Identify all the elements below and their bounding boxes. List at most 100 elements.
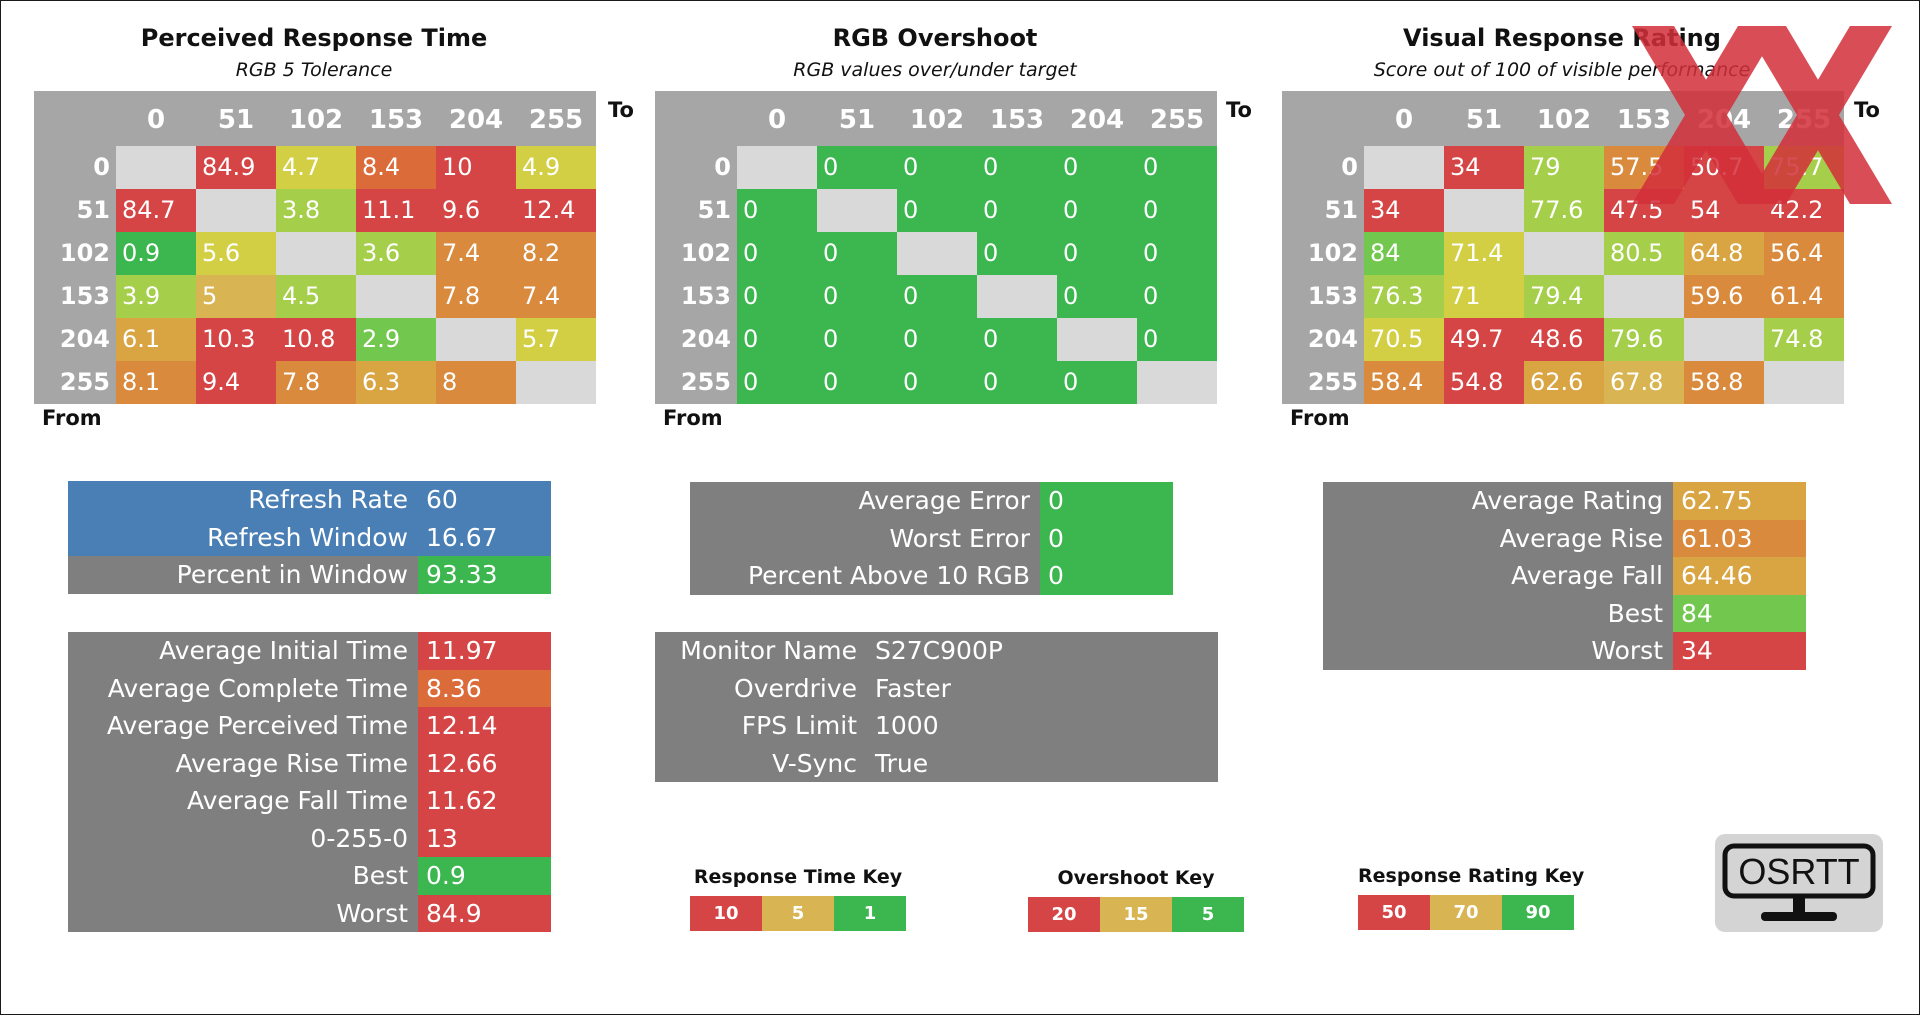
stat-value: 11.97: [418, 632, 551, 670]
key-swatch: 10: [690, 896, 762, 931]
stat-value: 0: [1040, 557, 1173, 595]
heatmap-diagonal-cell: [1057, 318, 1137, 361]
stat-value: 11.62: [418, 782, 551, 820]
heatmap-diagonal-cell: [356, 275, 436, 318]
stat-value: 1000: [875, 711, 939, 740]
stat-label: Average Perceived Time: [106, 711, 408, 740]
stat-row: Average Fall Time 11.62: [68, 782, 551, 820]
monitor-info-panel: Monitor Name S27C900P Overdrive Faster FPS L…: [655, 632, 1218, 782]
stat-value: 8.36: [418, 669, 551, 707]
stat-label: Best: [352, 861, 408, 890]
row-header: 102: [680, 239, 731, 267]
overshoot-key: 20 15 5: [1028, 897, 1244, 932]
response-times-panel: Average Initial Time 11.97 Average Complet…: [68, 632, 551, 932]
stat-value: 0: [1040, 519, 1173, 557]
stat-row: Best 84: [1323, 594, 1806, 632]
heatmap-diagonal-cell: [1524, 232, 1604, 275]
row-header: 204: [680, 325, 731, 353]
stat-row: Worst Error 0: [690, 519, 1173, 557]
heatmap-cell: 0: [977, 361, 1057, 404]
response-rating-key: 50 70 90: [1358, 895, 1574, 930]
overshoot-key-title: Overshoot Key: [1057, 867, 1215, 889]
heatmap-cell: 34: [1364, 189, 1444, 232]
stat-label: Percent in Window: [176, 560, 408, 589]
stat-label: Average Rating: [1471, 486, 1663, 515]
heatmap-cell: 0: [817, 361, 897, 404]
heatmap-2-from-label: From: [663, 406, 723, 430]
key-swatch: 20: [1028, 897, 1100, 932]
stat-row: Average Initial Time 11.97: [68, 632, 551, 670]
heatmap-cell: 8.4: [356, 146, 436, 189]
key-swatch: 50: [1358, 895, 1430, 930]
stat-label: Best: [1607, 598, 1663, 628]
heatmap-cell: 0: [737, 232, 817, 275]
key-swatch: 90: [1502, 895, 1574, 930]
heatmap-diagonal-cell: [516, 361, 596, 404]
heatmap-cell: 8: [436, 361, 516, 404]
stat-label: Average Error: [858, 486, 1030, 515]
stat-label: Worst: [336, 898, 408, 928]
heatmap-diagonal-cell: [1444, 189, 1524, 232]
stat-value: 0: [1040, 482, 1173, 520]
heatmap-cell: 76.3: [1364, 275, 1444, 318]
row-header: 153: [680, 282, 731, 310]
response-time-key-title: Response Time Key: [693, 866, 903, 888]
heatmap-cell: 71.4: [1444, 232, 1524, 275]
row-header: 0: [1341, 153, 1358, 181]
heatmap-cell: 70.5: [1364, 318, 1444, 361]
stat-label: Worst: [1591, 636, 1663, 665]
heatmap-2-grid: 0 51 102 153 204 255 0 0 0 0 0 0 51 0 0 0 0 0 102 0 0 0 0 0 153 0…: [655, 91, 1217, 404]
heatmap-cell: 0: [977, 318, 1057, 361]
heatmap-cell: 67.8: [1604, 361, 1684, 404]
row-header: 153: [1307, 282, 1358, 310]
row-header: 51: [697, 196, 731, 224]
stat-value: 13: [418, 819, 551, 857]
heatmap-cell: 84.7: [116, 189, 196, 232]
stat-row: Average Rise 61.03: [1323, 519, 1806, 557]
heatmap-cell: 0: [817, 275, 897, 318]
stat-value: True: [875, 748, 929, 778]
heatmap-1-subtitle: RGB 5 Tolerance: [235, 59, 393, 81]
heatmap-cell: 0: [1137, 318, 1217, 361]
heatmap-cell: 0: [1137, 189, 1217, 232]
heatmap-cell: 6.1: [116, 318, 196, 361]
stat-row: Overdrive Faster: [655, 670, 1218, 708]
column-header: 255: [1149, 105, 1205, 135]
heatmap-cell: 0: [1057, 146, 1137, 189]
column-header: 255: [528, 105, 584, 135]
heatmap-3-to-label: To: [1854, 98, 1880, 122]
heatmap-cell: 58.8: [1684, 361, 1764, 404]
stat-value: 12.14: [418, 707, 551, 745]
heatmap-cell: 0: [897, 318, 977, 361]
heatmap-corner: [655, 91, 737, 146]
osrtt-logo: OSRTT: [1715, 834, 1883, 932]
heatmap-cell: 3.9: [116, 275, 196, 318]
stat-label: V-Sync: [772, 748, 857, 778]
key-swatch: 70: [1430, 895, 1502, 930]
heatmap-corner: [34, 91, 116, 146]
overshoot-stats-panel: Average Error 0 Worst Error 0 Percent Above …: [690, 482, 1173, 595]
stat-value: 60: [418, 481, 551, 519]
heatmap-cell: 61.4: [1764, 275, 1844, 318]
stat-value: 62.75: [1673, 482, 1806, 520]
heatmap-diagonal-cell: [1684, 318, 1764, 361]
heatmap-diagonal-cell: [737, 146, 817, 189]
heatmap-cell: 0: [817, 232, 897, 275]
column-header: 153: [368, 105, 424, 135]
heatmap-cell: 80.5: [1604, 232, 1684, 275]
heatmap-cell: 48.6: [1524, 318, 1604, 361]
heatmap-cell: 7.8: [436, 275, 516, 318]
heatmap-cell: 79.6: [1604, 318, 1684, 361]
heatmap-cell: 0: [897, 361, 977, 404]
heatmap-diagonal-cell: [196, 189, 276, 232]
column-header: 51: [217, 105, 255, 135]
heatmap-cell: 0: [817, 146, 897, 189]
heatmap-cell: 74.8: [1764, 318, 1844, 361]
stat-label: Average Rise: [1499, 523, 1663, 553]
stat-row: FPS Limit 1000: [655, 707, 1218, 745]
stat-label: Average Initial Time: [159, 636, 408, 665]
heatmap-diagonal-cell: [116, 146, 196, 189]
heatmap-cell: 0: [897, 189, 977, 232]
heatmap-diagonal-cell: [1137, 361, 1217, 404]
row-header: 0: [714, 153, 731, 181]
